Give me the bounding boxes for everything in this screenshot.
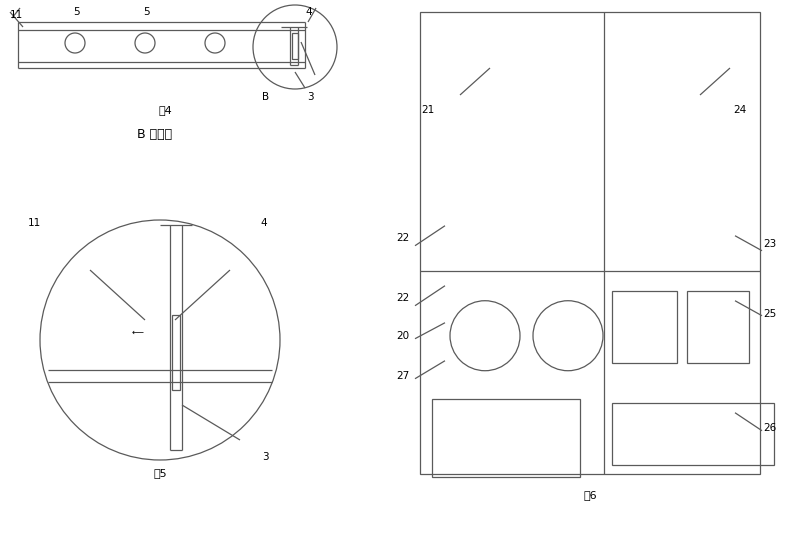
Text: 24: 24	[733, 105, 747, 115]
Text: 5: 5	[143, 7, 150, 17]
Bar	[420, 12, 760, 474]
Text: 3: 3	[262, 452, 268, 462]
Text: B 处放大: B 处放大	[137, 128, 173, 141]
Circle shape	[253, 5, 337, 89]
Circle shape	[205, 33, 225, 53]
Text: 25: 25	[763, 309, 776, 319]
Text: 5: 5	[73, 7, 79, 17]
Text: 27: 27	[396, 371, 409, 381]
Circle shape	[65, 33, 85, 53]
Text: 20: 20	[396, 331, 409, 341]
Text: 26: 26	[763, 423, 776, 433]
Text: 图5: 图5	[153, 468, 166, 478]
Bar	[687, 291, 749, 363]
Circle shape	[40, 220, 280, 460]
Text: ⟵: ⟵	[132, 327, 144, 337]
Text: 11: 11	[10, 10, 24, 20]
Bar	[172, 315, 180, 390]
Text: 22: 22	[396, 233, 409, 243]
Bar	[612, 291, 677, 363]
Bar	[292, 33, 298, 59]
Text: 4: 4	[260, 218, 267, 228]
Circle shape	[135, 33, 155, 53]
Text: 3: 3	[307, 92, 314, 102]
Circle shape	[533, 301, 603, 371]
Bar	[612, 403, 773, 465]
Text: B: B	[262, 92, 269, 102]
Text: 22: 22	[396, 293, 409, 303]
Text: 21: 21	[421, 105, 434, 115]
Text: 图4: 图4	[158, 105, 172, 115]
Circle shape	[450, 301, 520, 371]
Bar	[432, 399, 580, 477]
Text: 4: 4	[305, 7, 312, 17]
Text: 23: 23	[763, 239, 776, 249]
Text: 图6: 图6	[583, 490, 597, 500]
Text: 11: 11	[28, 218, 42, 228]
